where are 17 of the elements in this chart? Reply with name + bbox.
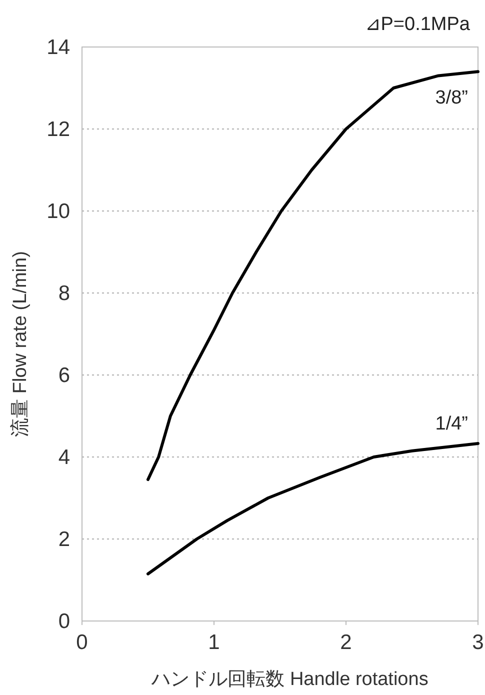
y-tick-label: 14	[46, 36, 70, 59]
series-label: 3/8”	[435, 88, 468, 109]
chart-title: ⊿P=0.1MPa	[364, 14, 470, 35]
x-tick-label: 0	[76, 631, 88, 654]
y-tick-label: 6	[58, 364, 70, 387]
x-tick-label: 1	[208, 631, 220, 654]
x-tick-label: 3	[472, 631, 484, 654]
y-tick-label: 0	[58, 610, 70, 633]
y-tick-label: 4	[58, 446, 70, 469]
y-axis-title: 流量 Flow rate (L/min)	[9, 251, 31, 437]
series-label: 1/4”	[435, 413, 468, 434]
y-tick-label: 12	[46, 118, 70, 141]
x-tick-label: 2	[340, 631, 352, 654]
y-tick-label: 10	[46, 200, 70, 223]
y-tick-label: 2	[58, 528, 70, 551]
y-tick-label: 8	[58, 282, 70, 305]
x-axis-title: ハンドル回転数 Handle rotations	[150, 669, 428, 690]
